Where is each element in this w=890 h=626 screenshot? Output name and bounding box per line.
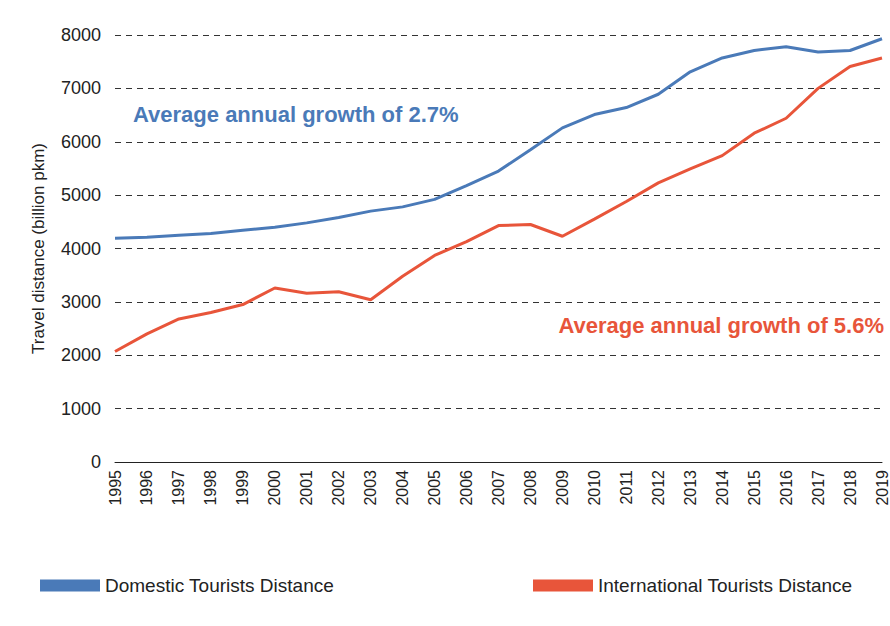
svg-text:5000: 5000 [61,185,101,205]
svg-text:Average annual growth of 5.6%: Average annual growth of 5.6% [558,313,884,338]
svg-text:2003: 2003 [362,470,379,506]
svg-text:2002: 2002 [330,470,347,506]
svg-text:2009: 2009 [554,470,571,506]
svg-text:2001: 2001 [298,470,315,506]
svg-text:2010: 2010 [586,470,603,506]
svg-text:Domestic Tourists Distance: Domestic Tourists Distance [105,575,334,596]
svg-text:2004: 2004 [394,470,411,506]
svg-text:2018: 2018 [842,470,859,506]
svg-text:6000: 6000 [61,132,101,152]
svg-text:2005: 2005 [426,470,443,506]
svg-text:1998: 1998 [202,470,219,506]
svg-text:2017: 2017 [810,470,827,506]
svg-text:2006: 2006 [458,470,475,506]
svg-text:1999: 1999 [234,470,251,506]
svg-text:2000: 2000 [61,345,101,365]
svg-text:7000: 7000 [61,78,101,98]
svg-text:Average annual growth of 2.7%: Average annual growth of 2.7% [133,102,459,127]
svg-text:2013: 2013 [682,470,699,506]
svg-text:2007: 2007 [490,470,507,506]
svg-text:2019: 2019 [874,470,890,506]
svg-text:1000: 1000 [61,399,101,419]
svg-text:1996: 1996 [138,470,155,506]
svg-text:Travel distance (billion pkm): Travel distance (billion pkm) [29,143,48,354]
svg-text:2000: 2000 [266,470,283,506]
svg-text:1995: 1995 [107,470,124,506]
svg-text:2014: 2014 [714,470,731,506]
svg-text:2012: 2012 [650,470,667,506]
svg-text:8000: 8000 [61,25,101,45]
svg-text:1997: 1997 [170,470,187,506]
svg-text:0: 0 [91,452,101,472]
svg-text:4000: 4000 [61,239,101,259]
svg-text:2015: 2015 [746,470,763,506]
svg-text:2008: 2008 [522,470,539,506]
svg-text:International Tourists Distanc: International Tourists Distance [598,575,852,596]
svg-text:3000: 3000 [61,292,101,312]
svg-text:2016: 2016 [778,470,795,506]
svg-text:2011: 2011 [618,470,635,505]
